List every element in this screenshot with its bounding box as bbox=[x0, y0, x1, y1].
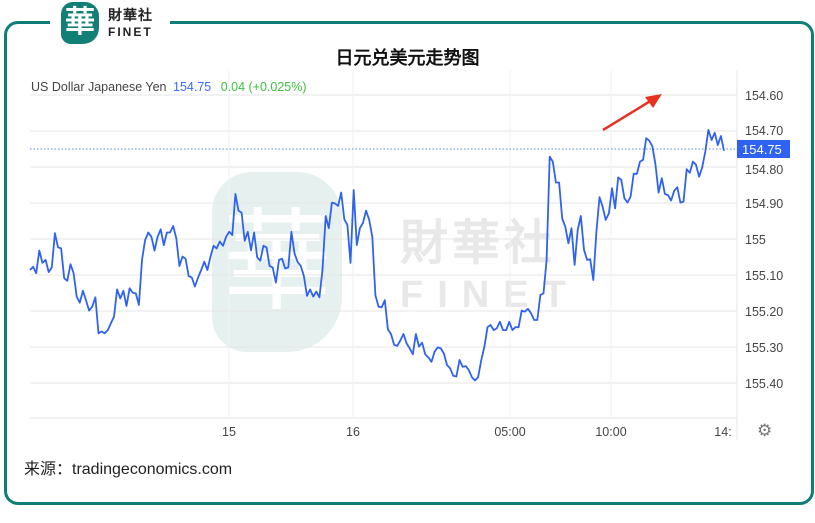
x-tick-label: 05:00 bbox=[494, 425, 525, 439]
red-arrow-head bbox=[645, 94, 662, 108]
legend-change: 0.04 (+0.025%) bbox=[220, 80, 307, 94]
y-tick-label: 155.10 bbox=[745, 269, 783, 283]
legend-price: 154.75 bbox=[173, 80, 212, 94]
gear-icon[interactable]: ⚙ bbox=[757, 421, 773, 440]
x-tick-label: 14: bbox=[714, 425, 731, 439]
current-price-label: 154.75 bbox=[742, 142, 782, 157]
current-price-tag bbox=[737, 140, 790, 158]
legend: US Dollar Japanese Yen 154.75 0.04 (+0.0… bbox=[31, 80, 307, 94]
chart-title: 日元兑美元走势图 bbox=[335, 48, 480, 68]
y-tick-label: 155.30 bbox=[745, 341, 783, 355]
y-tick-label: 154.90 bbox=[745, 197, 783, 211]
y-tick-label: 154.80 bbox=[745, 163, 783, 177]
source-note: 来源：tradingeconomics.com bbox=[24, 461, 233, 478]
x-tick-label: 16 bbox=[346, 425, 360, 439]
brand-name-cn: 財華社 bbox=[108, 7, 153, 23]
x-tick-label: 10:00 bbox=[595, 425, 626, 439]
y-tick-label: 155.40 bbox=[745, 377, 783, 391]
brand-name-en: FINET bbox=[108, 25, 153, 39]
card-frame bbox=[4, 21, 814, 505]
y-tick-label: 154.60 bbox=[745, 89, 783, 103]
finet-logo: 華 bbox=[61, 2, 99, 44]
legend-instrument: US Dollar Japanese Yen bbox=[31, 80, 167, 94]
y-tick-label: 154.70 bbox=[745, 124, 783, 138]
y-tick-label: 155 bbox=[745, 233, 766, 247]
watermark-text-cn: 財華社 bbox=[400, 217, 557, 270]
x-tick-label: 15 bbox=[222, 425, 236, 439]
price-line bbox=[29, 128, 725, 382]
red-arrow-shaft bbox=[602, 98, 653, 132]
y-tick-label: 155.20 bbox=[745, 305, 783, 319]
watermark-logo: 華 bbox=[212, 172, 342, 352]
